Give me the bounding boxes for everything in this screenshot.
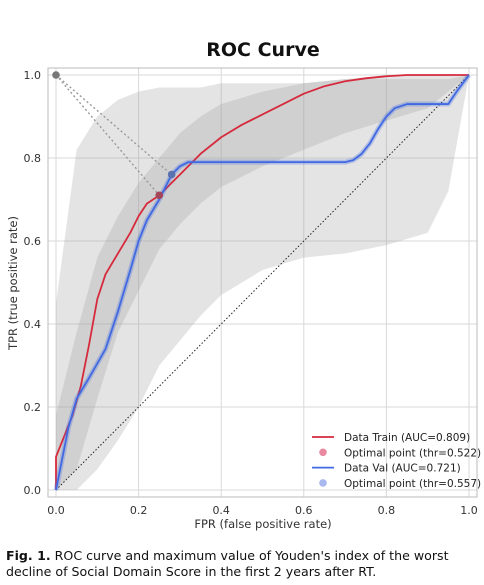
y-tick-label: 1.0 (24, 69, 42, 82)
caption-label: Fig. 1. (6, 548, 51, 563)
x-axis-label: FPR (false positive rate) (194, 517, 331, 531)
val-roc-curve (55, 74, 470, 491)
x-tick-label: 0.6 (295, 504, 313, 517)
x-tick-label: 0.8 (378, 504, 396, 517)
y-tick-label: 0.8 (24, 152, 42, 165)
legend-train-label: Data Train (AUC=0.809) (344, 432, 470, 444)
plot-area: 0.0 0.2 0.4 0.6 0.8 1.0 0.0 0.2 0.4 0.6 0.8 1.0 Data… (24, 67, 481, 517)
y-tick-label: 0.6 (24, 235, 42, 248)
x-tick-label: 0.4 (212, 504, 230, 517)
train-roc-curve (55, 74, 469, 490)
confidence-band (56, 75, 469, 490)
figure-caption: Fig. 1. ROC curve and maximum value of Y… (6, 548, 478, 580)
chance-diagonal-line (55, 74, 470, 491)
ideal-point-marker (52, 71, 60, 79)
y-axis-label: TPR (true positive rate) (6, 216, 20, 351)
val-optimal-point (167, 170, 176, 179)
train-optimal-point (155, 191, 164, 200)
legend-val-label: Data Val (AUC=0.721) (344, 463, 461, 475)
y-tick-label: 0.0 (24, 484, 42, 497)
confidence-band (56, 75, 469, 490)
x-tick-label: 0.2 (130, 504, 148, 517)
legend-train-optimal-marker (319, 448, 327, 457)
youden-distance-line (55, 74, 160, 196)
y-tick-label: 0.4 (24, 318, 42, 331)
y-tick-label: 0.2 (24, 401, 42, 414)
plot-frame (47, 67, 478, 498)
youden-distance-line (55, 74, 173, 176)
x-tick-label: 0.0 (47, 504, 65, 517)
legend-val-optimal-label: Optimal point (thr=0.557) (344, 478, 481, 490)
legend-val-optimal-marker (319, 479, 327, 487)
legend-train-optimal-label: Optimal point (thr=0.522) (344, 447, 481, 459)
chart-title: ROC Curve (206, 39, 319, 61)
x-tick-label: 1.0 (460, 504, 478, 517)
caption-text: ROC curve and maximum value of Youden's … (6, 548, 449, 579)
roc-chart: ROC Curve 0.0 0.2 0.4 0.6 0.8 1.0 0.0 0.2 0.4 0.6… (6, 39, 481, 531)
